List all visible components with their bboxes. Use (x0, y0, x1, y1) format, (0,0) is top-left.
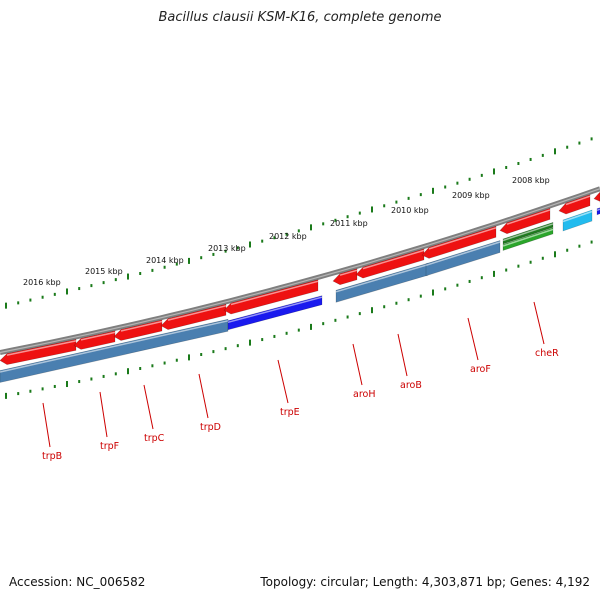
gene-next-cyan-shine (562, 210, 593, 223)
cds-trpC (113, 319, 163, 341)
gene-cheR-dark-shine (502, 223, 554, 242)
gene-trp-operon-shine (0, 320, 229, 373)
gene-label: trpC (144, 433, 165, 444)
gene-features (0, 190, 600, 383)
cds-trpE-shine (230, 280, 319, 306)
gene-aroB (335, 262, 429, 303)
gene-label: aroF (470, 364, 491, 375)
leader-line (467, 317, 479, 361)
gene-labels: trpB trpF trpC trpD trpE aroH aroB aroF … (42, 348, 559, 462)
gene-label: trpE (280, 407, 300, 418)
scale-label: 2013 kbp (208, 244, 246, 253)
leader-line (533, 301, 545, 345)
map-title: Bacillus clausii KSM-K16, complete genom… (158, 10, 442, 25)
leader-line (42, 402, 51, 448)
gene-next-cyan (562, 209, 593, 232)
gene-label: aroH (353, 389, 375, 400)
cds-cheR-shine (506, 209, 551, 225)
cds-trpD-shine (167, 305, 227, 321)
cds-trpD (160, 303, 227, 330)
accession-text: Accession: NC_006582 (9, 575, 146, 589)
scale-label: 2015 kbp (85, 267, 123, 276)
leader-line (99, 391, 108, 438)
gene-label: trpF (100, 441, 119, 452)
gene-cheR-shine (502, 228, 554, 247)
leader-line (397, 333, 408, 377)
scale-labels: 2016 kbp 2015 kbp 2014 kbp 2013 kbp 2012… (23, 176, 550, 287)
scale-label: 2012 kbp (269, 232, 307, 241)
cds-aroB-shine (362, 249, 425, 270)
cds-trpB-shine (6, 340, 77, 356)
scale-label: 2016 kbp (23, 278, 61, 287)
outer-scale-ticks (5, 137, 593, 309)
scale-label: 2011 kbp (330, 219, 368, 228)
gene-label: cheR (535, 348, 559, 359)
backbone-highlight (0, 188, 600, 354)
gene-label: aroB (400, 380, 422, 391)
gene-aroB-shine (335, 263, 429, 293)
gene-aroF (425, 240, 501, 277)
cds-edge (593, 190, 600, 203)
leader-line (198, 373, 209, 419)
scale-label: 2008 kbp (512, 176, 550, 185)
gene-label: trpD (200, 422, 221, 433)
gene-trp-operon (0, 318, 229, 383)
gene-label-leaders (42, 301, 545, 448)
cds-trpF (73, 330, 116, 350)
cds-aroF-shine (428, 227, 497, 250)
cds-aroH-shine (339, 269, 358, 276)
genome-backbone (0, 186, 600, 355)
scale-label: 2010 kbp (391, 206, 429, 215)
scale-label: 2009 kbp (452, 191, 490, 200)
cds-trpF-shine (80, 331, 116, 341)
leader-line (277, 359, 289, 404)
cds-next-shine (565, 195, 591, 206)
genome-stats-text: Topology: circular; Length: 4,303,871 bp… (260, 575, 590, 589)
cds-trpB (0, 339, 77, 365)
leader-line (143, 384, 154, 430)
gene-trpE-highlight-shine (227, 296, 323, 324)
gene-label: trpB (42, 451, 62, 462)
inner-scale-ticks (5, 240, 593, 399)
cds-trpE (223, 279, 319, 315)
cds-trpC-shine (120, 320, 163, 332)
scale-label: 2014 kbp (146, 256, 184, 265)
gene-aroF-shine (425, 241, 501, 267)
leader-line (352, 343, 363, 386)
